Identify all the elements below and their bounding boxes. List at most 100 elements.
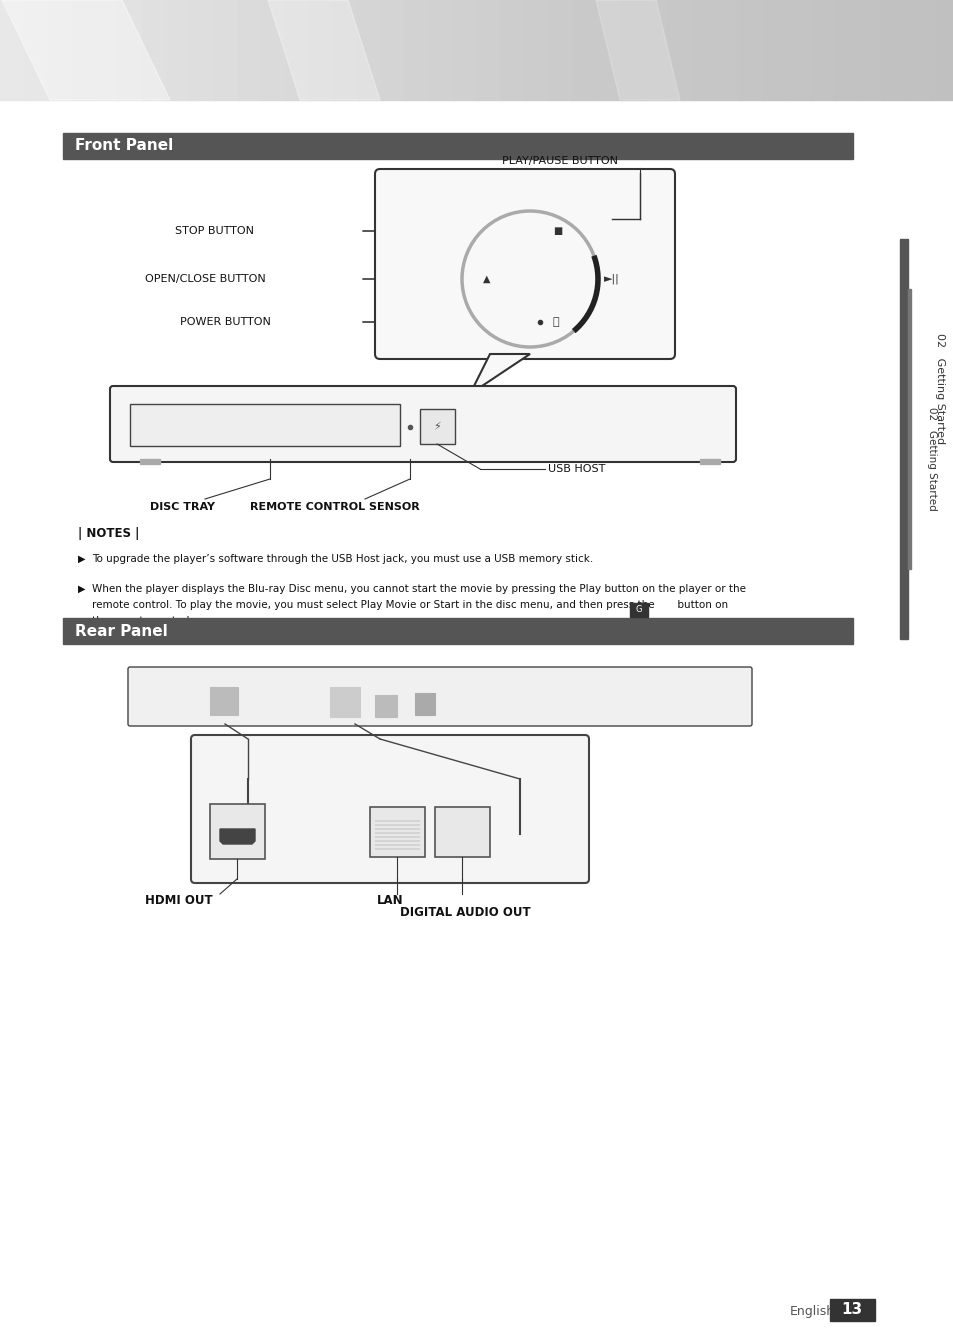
Text: STOP BUTTON: STOP BUTTON — [174, 226, 253, 236]
Text: When the player displays the Blu-ray Disc menu, you cannot start the movie by pr: When the player displays the Blu-ray Dis… — [91, 584, 745, 595]
Text: G: G — [635, 605, 641, 615]
Text: ▶: ▶ — [78, 554, 86, 564]
Bar — [453, 0, 477, 100]
Bar — [24, 0, 49, 100]
Bar — [700, 459, 720, 465]
Bar — [357, 0, 382, 100]
Bar — [435, 807, 490, 857]
Bar — [381, 0, 406, 100]
Text: To upgrade the player’s software through the USB Host jack, you must use a USB m: To upgrade the player’s software through… — [91, 554, 593, 564]
Bar — [829, 1299, 874, 1322]
Text: English: English — [789, 1304, 834, 1318]
Text: 02   Getting Started: 02 Getting Started — [934, 333, 944, 445]
Bar — [140, 459, 160, 465]
Bar — [810, 0, 835, 100]
Bar — [191, 0, 215, 100]
Text: DISC TRAY: DISC TRAY — [150, 502, 214, 511]
Bar — [643, 0, 668, 100]
Text: ▶: ▶ — [78, 584, 86, 595]
Bar — [63, 619, 852, 644]
Bar — [619, 0, 644, 100]
Text: ▲: ▲ — [483, 274, 490, 284]
Bar — [715, 0, 740, 100]
Bar — [310, 0, 335, 100]
Bar — [143, 0, 168, 100]
Text: the remote control.: the remote control. — [91, 616, 193, 627]
FancyBboxPatch shape — [110, 386, 735, 462]
Text: ■: ■ — [553, 226, 562, 236]
Bar — [596, 0, 620, 100]
Bar — [167, 0, 192, 100]
Bar — [214, 0, 239, 100]
Bar — [63, 133, 852, 159]
Bar — [834, 0, 859, 100]
Bar — [210, 687, 237, 715]
Text: USB HOST: USB HOST — [547, 465, 605, 474]
Bar — [667, 0, 692, 100]
Text: AUDIO OUT: AUDIO OUT — [442, 854, 481, 860]
Polygon shape — [220, 829, 254, 844]
Bar — [375, 695, 396, 716]
Bar — [130, 404, 399, 446]
Bar — [524, 0, 549, 100]
Bar — [419, 408, 455, 445]
Polygon shape — [596, 0, 679, 100]
Text: remote control. To play the movie, you must select Play Movie or Start in the di: remote control. To play the movie, you m… — [91, 600, 727, 611]
Text: ⏻: ⏻ — [552, 317, 558, 327]
Polygon shape — [2, 0, 170, 100]
Text: OPTICAL: OPTICAL — [447, 844, 476, 850]
Bar — [882, 0, 906, 100]
Bar — [48, 0, 72, 100]
Bar — [415, 694, 435, 715]
Text: DIGITAL AUDIO OUT: DIGITAL AUDIO OUT — [399, 905, 530, 919]
Bar — [739, 0, 763, 100]
FancyBboxPatch shape — [375, 169, 675, 359]
Text: DIGITAL: DIGITAL — [448, 849, 475, 856]
Bar — [95, 0, 120, 100]
Bar — [370, 807, 424, 857]
Bar — [210, 803, 265, 860]
Bar — [786, 0, 811, 100]
Text: PLAY/PAUSE BUTTON: PLAY/PAUSE BUTTON — [501, 157, 618, 166]
Text: HDMI OUT: HDMI OUT — [215, 848, 258, 857]
Bar — [238, 0, 263, 100]
Bar — [858, 0, 882, 100]
Polygon shape — [268, 0, 379, 100]
Bar — [929, 0, 953, 100]
Bar — [907, 289, 910, 569]
Bar — [629, 603, 647, 617]
Bar — [905, 0, 930, 100]
Bar — [286, 0, 311, 100]
FancyBboxPatch shape — [191, 735, 588, 882]
Bar — [262, 0, 287, 100]
Bar — [71, 0, 96, 100]
Bar — [405, 0, 430, 100]
Text: ►||: ►|| — [603, 273, 619, 284]
Bar — [119, 0, 144, 100]
Text: ⚡: ⚡ — [433, 422, 440, 432]
Bar — [334, 0, 358, 100]
Bar — [691, 0, 716, 100]
Text: LAN: LAN — [376, 894, 403, 908]
Text: OPEN/CLOSE BUTTON: OPEN/CLOSE BUTTON — [145, 274, 266, 284]
Text: 02   Getting Started: 02 Getting Started — [926, 407, 936, 511]
Text: LAN: LAN — [388, 848, 405, 857]
Bar — [572, 0, 597, 100]
Text: 13: 13 — [841, 1303, 862, 1318]
Bar — [429, 0, 454, 100]
Bar — [0, 0, 25, 100]
Bar — [500, 0, 525, 100]
Bar — [548, 0, 573, 100]
Text: Front Panel: Front Panel — [75, 138, 173, 154]
Bar — [762, 0, 787, 100]
Polygon shape — [470, 353, 530, 394]
Bar — [330, 687, 359, 716]
Text: HDMI OUT: HDMI OUT — [145, 894, 213, 908]
Bar — [899, 238, 907, 639]
Text: REMOTE CONTROL SENSOR: REMOTE CONTROL SENSOR — [250, 502, 419, 511]
FancyBboxPatch shape — [128, 667, 751, 726]
Text: | NOTES |: | NOTES | — [78, 528, 139, 541]
Bar — [476, 0, 501, 100]
Text: Rear Panel: Rear Panel — [75, 624, 168, 639]
Text: POWER BUTTON: POWER BUTTON — [180, 317, 271, 327]
